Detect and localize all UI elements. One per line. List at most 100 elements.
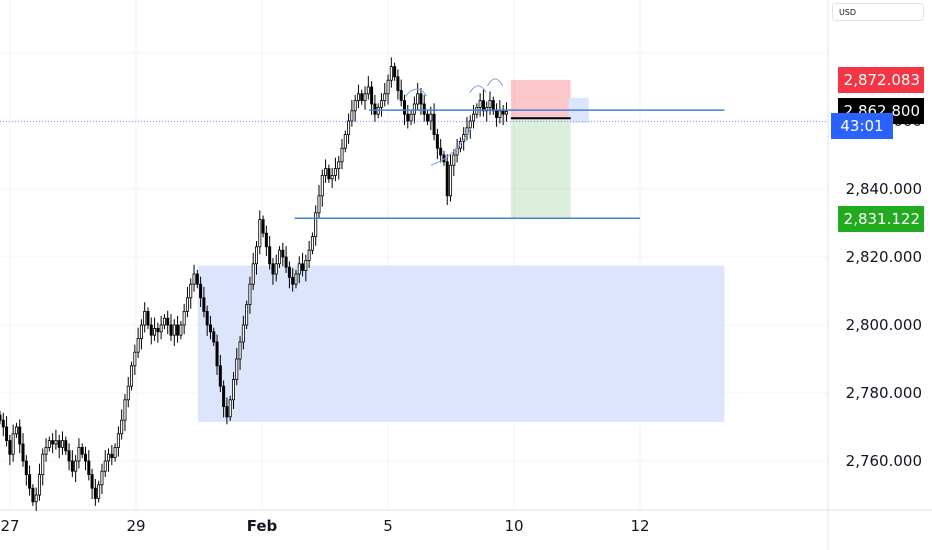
candle bbox=[107, 453, 111, 462]
candle bbox=[314, 212, 318, 238]
candle bbox=[491, 100, 495, 112]
candle bbox=[238, 341, 242, 360]
candle bbox=[93, 487, 97, 499]
candle bbox=[176, 324, 180, 336]
candle bbox=[199, 283, 203, 299]
candle bbox=[419, 93, 423, 105]
candle bbox=[11, 433, 15, 455]
price-axis[interactable]: 2,840.000 2,820.000 2,800.000 2,780.000 2,76… bbox=[846, 112, 922, 470]
candle bbox=[231, 378, 235, 401]
candle bbox=[402, 100, 406, 115]
candle bbox=[245, 304, 249, 326]
candle bbox=[317, 195, 321, 214]
candle bbox=[41, 453, 45, 476]
candle bbox=[294, 273, 298, 285]
candle bbox=[215, 341, 219, 367]
candle bbox=[133, 351, 137, 367]
candle bbox=[110, 453, 114, 459]
candle bbox=[84, 453, 88, 462]
candle bbox=[31, 487, 35, 503]
time-tick-label: Feb bbox=[247, 517, 278, 535]
candlestick-series bbox=[0, 57, 508, 511]
candle bbox=[18, 426, 22, 445]
candle bbox=[153, 327, 157, 336]
candle bbox=[501, 110, 505, 115]
pattern-arc bbox=[469, 85, 487, 93]
candle bbox=[192, 273, 196, 285]
candle bbox=[189, 283, 193, 299]
candle bbox=[37, 474, 41, 496]
candle bbox=[195, 273, 199, 285]
time-tick-label: 29 bbox=[126, 517, 145, 535]
candle bbox=[179, 324, 183, 336]
candle bbox=[74, 460, 78, 472]
candle bbox=[393, 66, 397, 78]
price-tick-label: 2,800.000 bbox=[846, 316, 922, 334]
candle bbox=[396, 76, 400, 91]
candle bbox=[182, 310, 186, 326]
candle bbox=[409, 113, 413, 122]
candle bbox=[100, 470, 104, 486]
candle bbox=[80, 446, 84, 455]
candle bbox=[452, 154, 456, 166]
candle bbox=[399, 90, 403, 102]
candle bbox=[488, 100, 492, 108]
candle bbox=[60, 440, 64, 448]
candle bbox=[90, 474, 94, 489]
candle bbox=[366, 86, 370, 95]
candle bbox=[123, 399, 127, 421]
time-tick-label: 5 bbox=[383, 517, 393, 535]
candle bbox=[360, 93, 364, 102]
candle bbox=[34, 494, 38, 503]
candle bbox=[185, 297, 189, 312]
candle bbox=[225, 406, 229, 418]
candle bbox=[307, 249, 311, 261]
candle bbox=[337, 161, 341, 170]
candle bbox=[426, 113, 430, 122]
candle bbox=[416, 93, 420, 105]
candle bbox=[14, 426, 18, 435]
candle bbox=[0, 414, 2, 421]
candle bbox=[481, 100, 485, 112]
currency-label[interactable]: USD bbox=[832, 3, 924, 21]
candle bbox=[449, 164, 453, 197]
candle bbox=[116, 433, 120, 448]
candle bbox=[356, 93, 360, 102]
candle bbox=[383, 93, 387, 102]
drawings bbox=[197, 79, 725, 422]
candle bbox=[1, 419, 5, 428]
pattern-arc bbox=[487, 78, 504, 87]
candle bbox=[271, 263, 275, 275]
candle bbox=[5, 426, 9, 442]
candle bbox=[139, 324, 143, 340]
candle bbox=[347, 120, 351, 136]
candle bbox=[51, 440, 55, 445]
candle bbox=[172, 324, 176, 336]
take-profit-tag: 2,831.122 bbox=[838, 206, 924, 233]
candle bbox=[159, 324, 163, 333]
candle bbox=[324, 168, 328, 176]
candle bbox=[70, 460, 74, 472]
candle bbox=[222, 385, 226, 408]
candle bbox=[320, 174, 324, 197]
candle bbox=[261, 219, 265, 234]
candle bbox=[278, 249, 282, 265]
candle bbox=[478, 100, 482, 108]
candle bbox=[57, 440, 61, 448]
candle bbox=[429, 113, 433, 122]
candle bbox=[136, 338, 140, 353]
candle bbox=[406, 113, 410, 122]
time-axis[interactable]: 27 29 Feb 5 10 12 bbox=[0, 517, 649, 535]
price-tick-label: 2,820.000 bbox=[846, 248, 922, 266]
candle bbox=[435, 134, 439, 149]
candle bbox=[169, 324, 173, 336]
candle bbox=[156, 327, 160, 333]
candle bbox=[248, 283, 252, 306]
candle bbox=[218, 365, 222, 387]
candle bbox=[343, 134, 347, 149]
candle bbox=[330, 174, 334, 180]
candle bbox=[287, 266, 291, 278]
candle bbox=[24, 460, 28, 476]
candle bbox=[67, 450, 71, 462]
